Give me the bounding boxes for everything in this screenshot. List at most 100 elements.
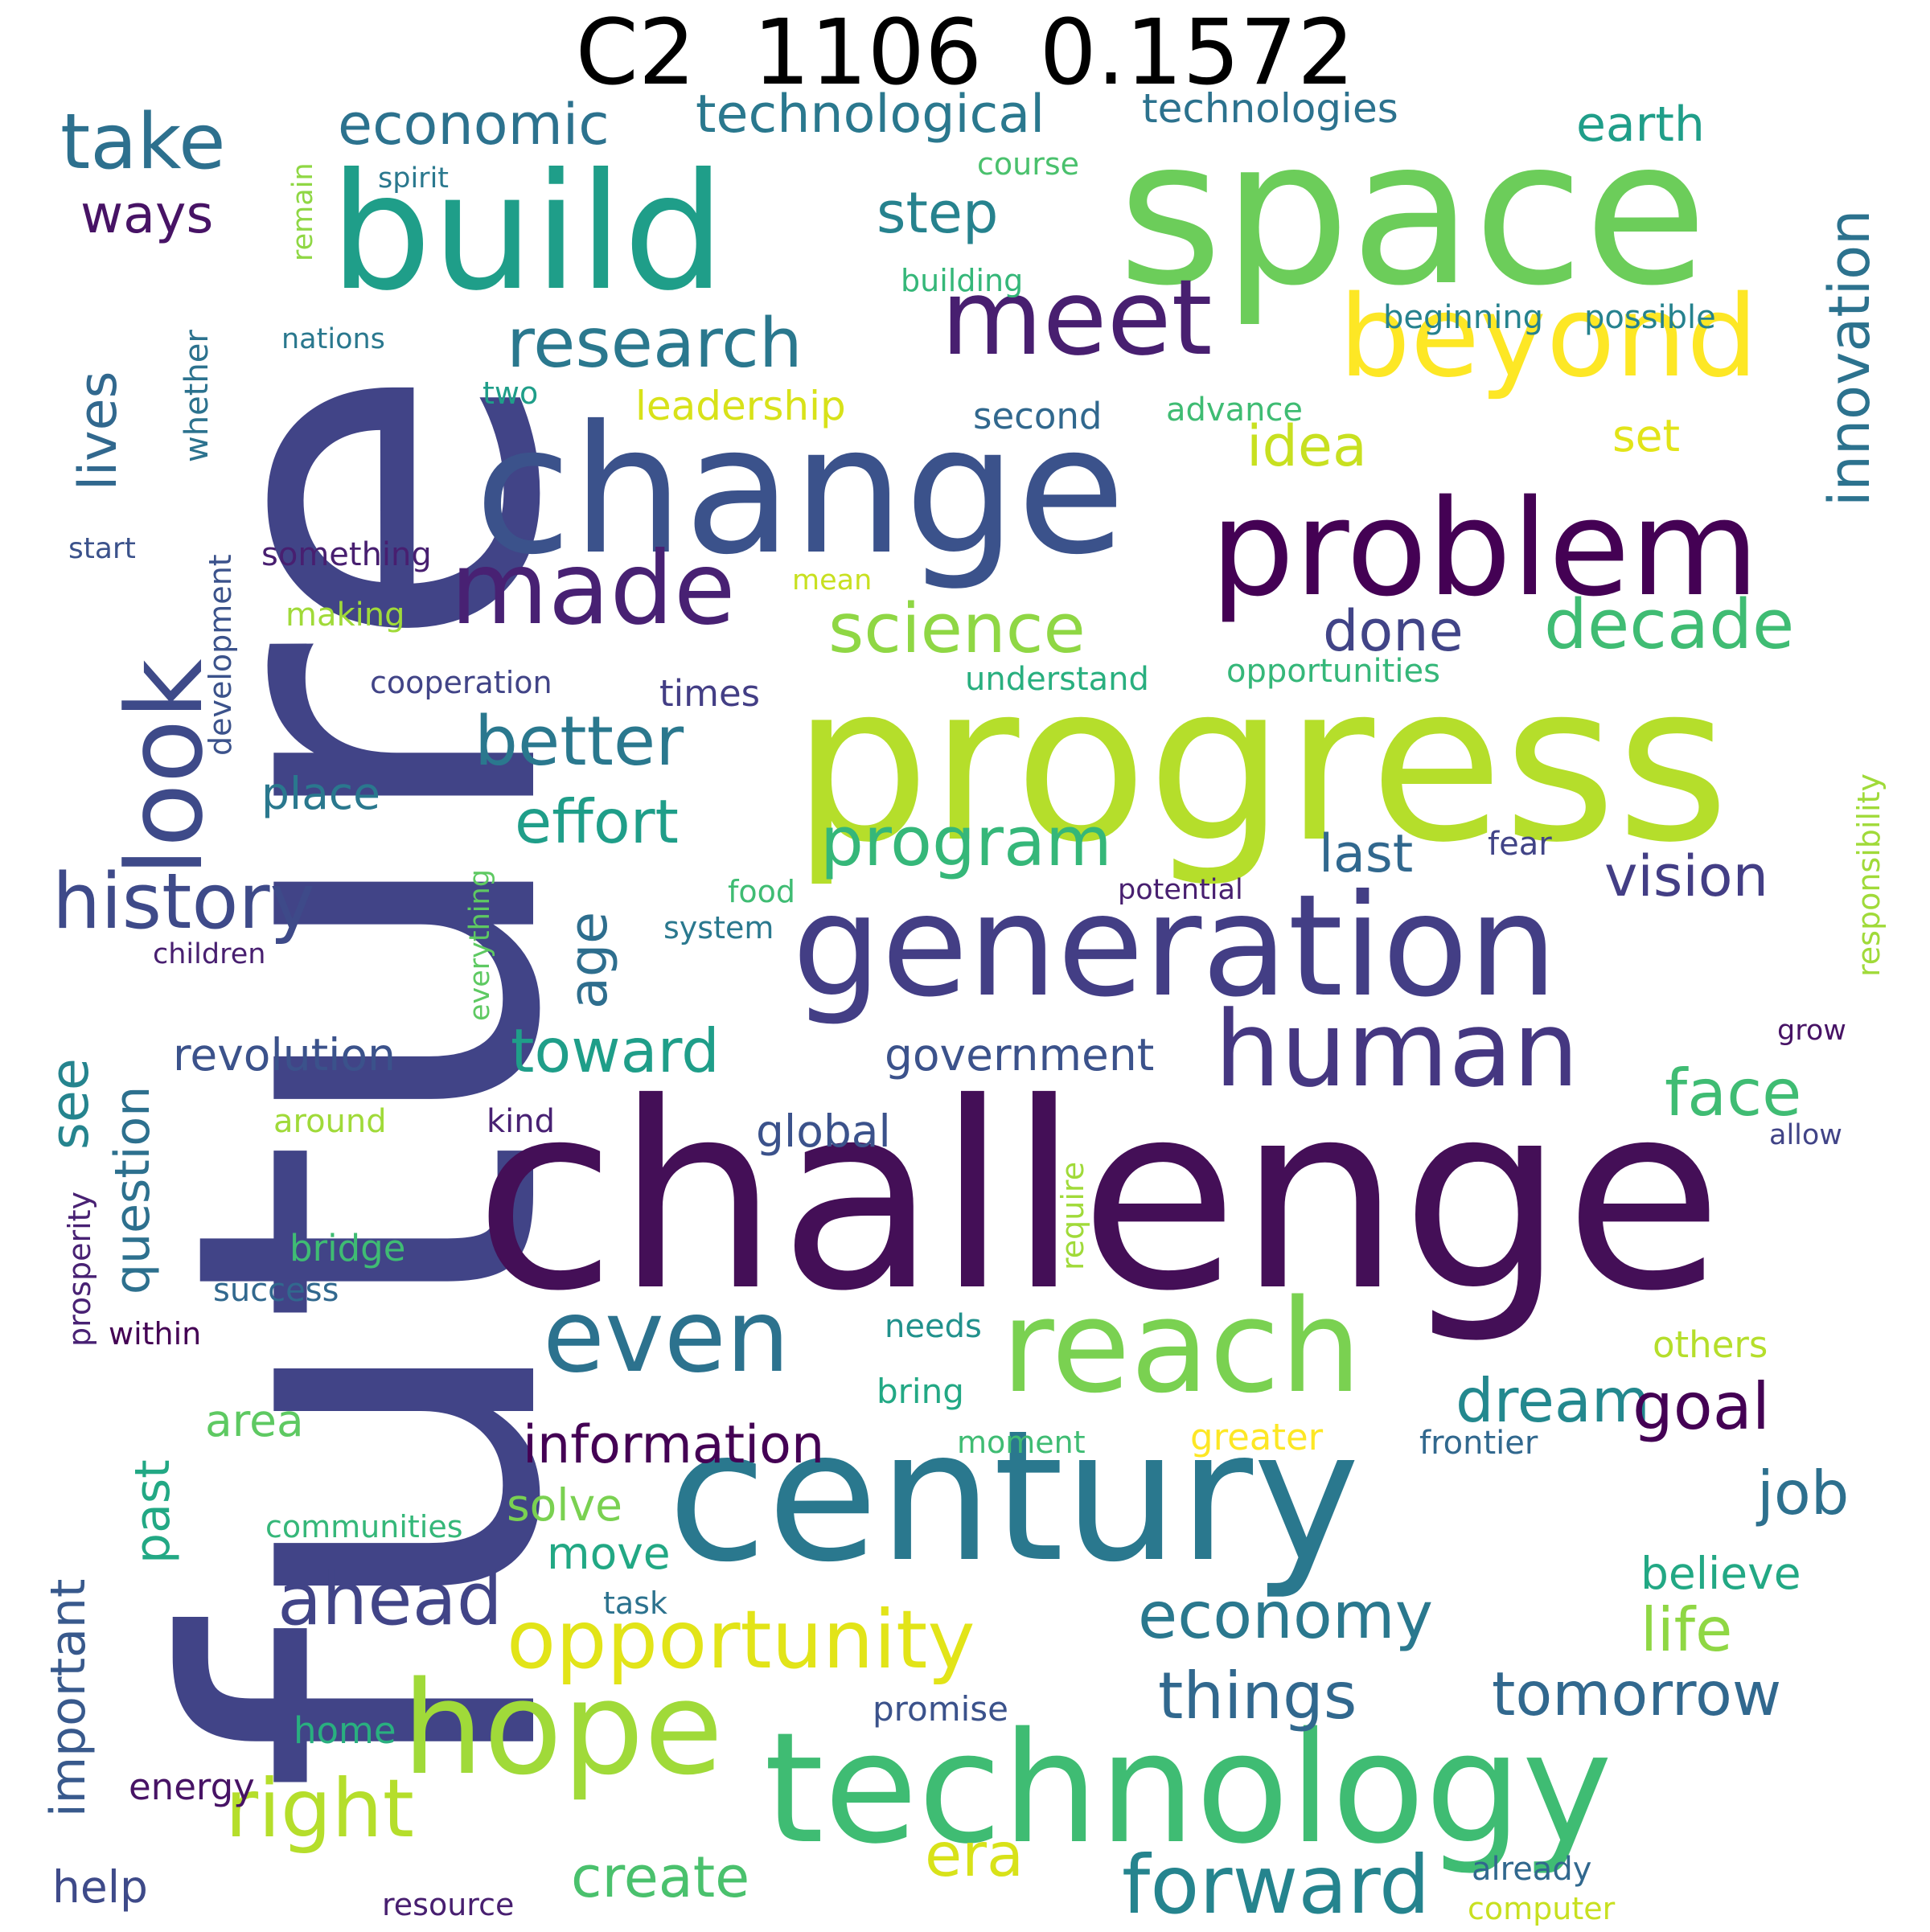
word-opportunity: opportunity <box>507 1593 975 1687</box>
word-two: two <box>482 375 539 411</box>
word-second: second <box>973 395 1103 437</box>
word-idea: idea <box>1246 413 1367 479</box>
word-technology: technology <box>764 1700 1613 1877</box>
word-question: question <box>105 1085 161 1294</box>
word-generation: generation <box>792 865 1558 1028</box>
word-change: change <box>474 388 1126 593</box>
word-face: face <box>1665 1056 1802 1130</box>
word-take: take <box>60 98 226 187</box>
word-system: system <box>663 910 774 945</box>
word-beginning: beginning <box>1383 299 1544 336</box>
word-set: set <box>1612 410 1681 461</box>
word-home: home <box>294 1709 396 1752</box>
word-frontier: frontier <box>1419 1425 1538 1462</box>
word-space: space <box>1118 96 1708 330</box>
word-place: place <box>261 768 380 819</box>
word-decade: decade <box>1544 585 1795 665</box>
word-hope: hope <box>402 1653 724 1803</box>
word-research: research <box>507 304 803 384</box>
word-step: step <box>877 180 999 246</box>
word-area: area <box>205 1395 304 1446</box>
word-prosperity: prosperity <box>62 1191 97 1347</box>
word-fear: fear <box>1488 826 1552 863</box>
word-era: era <box>925 1819 1024 1890</box>
word-making: making <box>285 597 405 634</box>
word-science: science <box>828 589 1086 669</box>
word-even: even <box>543 1278 790 1395</box>
word-whether: whether <box>179 330 216 462</box>
word-communities: communities <box>265 1509 463 1544</box>
word-technological: technological <box>696 84 1045 145</box>
word-beyond: beyond <box>1339 272 1759 403</box>
word-history: history <box>52 858 315 946</box>
word-responsibility: responsibility <box>1851 773 1887 977</box>
word-children: children <box>153 938 266 970</box>
word-important: important <box>40 1578 96 1817</box>
word-century: century <box>667 1392 1361 1602</box>
word-global: global <box>756 1105 891 1157</box>
word-bring: bring <box>877 1372 964 1411</box>
word-moment: moment <box>957 1425 1086 1460</box>
word-spirit: spirit <box>378 162 450 195</box>
word-nations: nations <box>281 323 385 355</box>
word-development: development <box>203 554 238 756</box>
word-vision: vision <box>1604 843 1768 909</box>
word-success: success <box>213 1272 339 1309</box>
word-opportunities: opportunities <box>1226 653 1440 690</box>
word-government: government <box>885 1029 1155 1081</box>
word-meet: meet <box>941 256 1213 379</box>
word-potential: potential <box>1118 874 1243 906</box>
word-cooperation: cooperation <box>370 665 552 700</box>
word-promise: promise <box>873 1689 1009 1729</box>
word-times: times <box>659 672 761 715</box>
word-right: right <box>225 1762 414 1856</box>
word-challenge: challenge <box>474 1048 1723 1347</box>
word-progress: progress <box>792 637 1730 890</box>
word-everything: everything <box>464 869 496 1021</box>
word-job: job <box>1757 1458 1850 1528</box>
word-goal: goal <box>1632 1369 1770 1444</box>
word-start: start <box>68 532 136 565</box>
word-age: age <box>559 911 619 1009</box>
word-last: last <box>1319 824 1414 884</box>
word-course: course <box>977 146 1080 182</box>
word-lives: lives <box>68 371 129 490</box>
word-life: life <box>1640 1594 1733 1665</box>
word-past: past <box>125 1459 181 1564</box>
word-technologies: technologies <box>1142 85 1398 132</box>
word-others: others <box>1653 1323 1768 1366</box>
word-create: create <box>571 1844 750 1910</box>
word-made: made <box>450 531 736 647</box>
word-ways: ways <box>80 185 214 245</box>
word-kind: kind <box>487 1103 556 1140</box>
word-problem: problem <box>1210 471 1760 626</box>
word-program: program <box>820 802 1112 882</box>
word-something: something <box>261 536 432 573</box>
word-better: better <box>474 702 684 781</box>
word-bridge: bridge <box>290 1227 406 1270</box>
word-leadership: leadership <box>635 383 846 429</box>
word-resource: resource <box>382 1887 515 1922</box>
word-energy: energy <box>129 1766 255 1808</box>
word-reach: reach <box>1001 1271 1362 1421</box>
word-remain: remain <box>287 162 319 261</box>
word-move: move <box>547 1528 671 1579</box>
word-already: already <box>1472 1851 1592 1888</box>
word-toward: toward <box>511 1015 720 1086</box>
word-needs: needs <box>885 1308 982 1345</box>
word-mean: mean <box>792 564 873 597</box>
word-innovation: innovation <box>1817 209 1883 507</box>
word-see: see <box>40 1058 101 1150</box>
word-earth: earth <box>1576 96 1705 153</box>
word-ahead: ahead <box>277 1557 503 1642</box>
word-effort: effort <box>515 786 679 857</box>
word-allow: allow <box>1769 1119 1842 1151</box>
word-advance: advance <box>1166 392 1304 429</box>
word-revolution: revolution <box>173 1029 396 1081</box>
word-task: task <box>603 1585 667 1621</box>
word-help: help <box>52 1861 148 1913</box>
word-forward: forward <box>1122 1838 1431 1932</box>
word-economic: economic <box>338 92 610 158</box>
word-dream: dream <box>1456 1365 1650 1436</box>
